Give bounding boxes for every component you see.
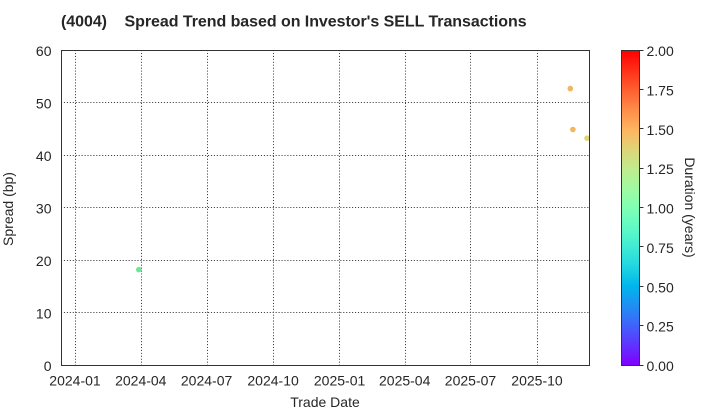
svg-text:(4004) Spread Trend based o: (4004) Spread Trend based on Investor's … [61, 13, 527, 30]
svg-text:1.50: 1.50 [647, 122, 674, 138]
svg-text:1.75: 1.75 [647, 82, 674, 98]
svg-text:40: 40 [36, 148, 52, 164]
svg-text:Trade Date: Trade Date [290, 394, 360, 410]
svg-text:30: 30 [36, 201, 52, 217]
svg-text:2025-04: 2025-04 [379, 373, 431, 389]
svg-text:60: 60 [36, 43, 52, 59]
svg-text:50: 50 [36, 96, 52, 112]
svg-text:1.00: 1.00 [647, 201, 674, 217]
svg-text:1.25: 1.25 [647, 161, 674, 177]
svg-text:10: 10 [36, 306, 52, 322]
svg-text:2024-07: 2024-07 [181, 373, 233, 389]
svg-text:0.00: 0.00 [647, 358, 674, 374]
svg-text:0.75: 0.75 [647, 240, 674, 256]
svg-text:0.50: 0.50 [647, 279, 674, 295]
svg-text:2025-01: 2025-01 [314, 373, 366, 389]
svg-text:2025-10: 2025-10 [511, 373, 563, 389]
svg-text:2024-04: 2024-04 [115, 373, 167, 389]
svg-text:2024-10: 2024-10 [247, 373, 299, 389]
svg-text:2024-01: 2024-01 [49, 373, 101, 389]
svg-text:0.25: 0.25 [647, 319, 674, 335]
svg-text:2025-07: 2025-07 [445, 373, 497, 389]
svg-text:Duration (years): Duration (years) [682, 157, 698, 257]
svg-text:0: 0 [44, 358, 52, 374]
svg-text:20: 20 [36, 253, 52, 269]
svg-text:Spread (bp): Spread (bp) [0, 172, 16, 246]
svg-text:2.00: 2.00 [647, 43, 674, 59]
